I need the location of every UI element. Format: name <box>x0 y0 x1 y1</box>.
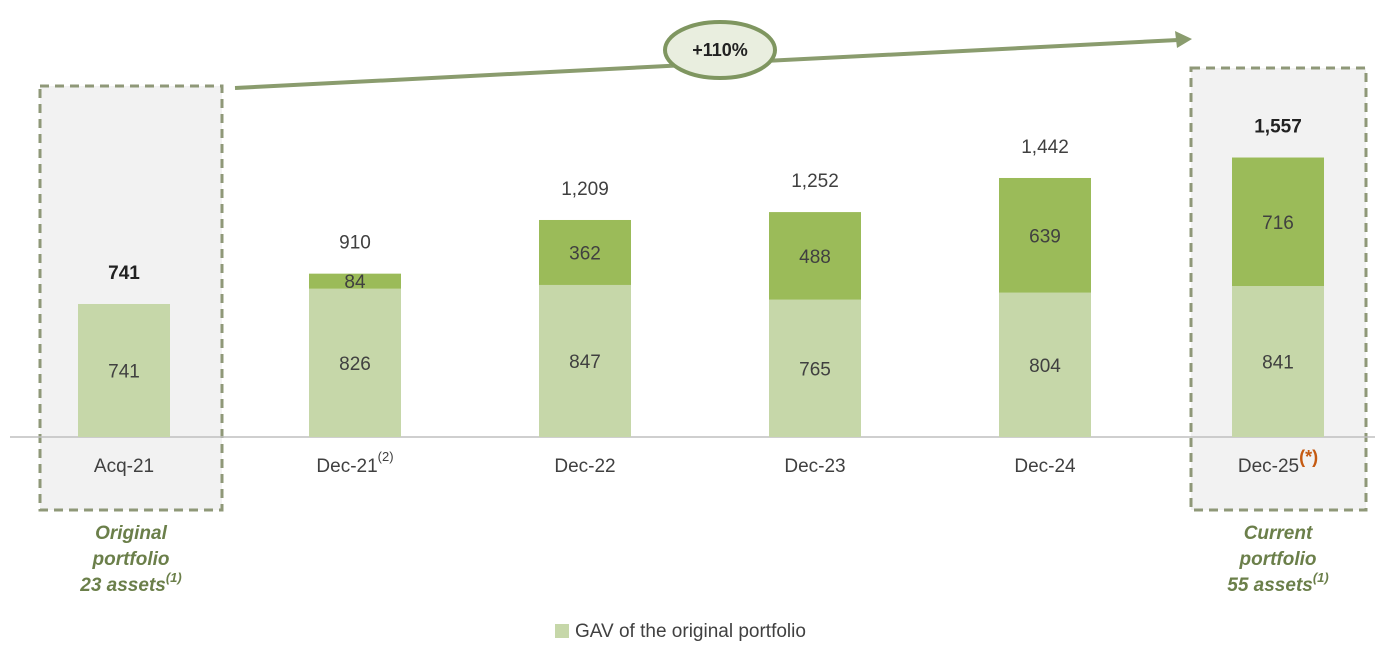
segment-label: 841 <box>1262 353 1294 374</box>
category-note: (*) <box>1299 447 1318 467</box>
bar-segment <box>769 212 861 300</box>
callout-note: (1) <box>166 570 182 585</box>
x-tick-label: Dec-25(*) <box>1238 447 1318 477</box>
total-label: 910 <box>339 233 371 254</box>
bar-segment <box>309 288 401 437</box>
bar-segment <box>1232 286 1324 437</box>
category: Dec-23 <box>784 456 845 477</box>
category: Dec-22 <box>554 456 615 477</box>
growth-label: +110% <box>692 40 748 60</box>
category: Dec-24 <box>1014 456 1076 477</box>
category: Dec-25 <box>1238 456 1299 477</box>
category: Acq-21 <box>94 456 154 477</box>
category: Dec-21 <box>316 456 377 477</box>
arrow-head <box>1175 31 1192 48</box>
bar-segment <box>539 284 631 437</box>
segment-label: 716 <box>1262 213 1294 234</box>
segment-label: 639 <box>1029 226 1061 247</box>
x-tick-label: Dec-22 <box>554 456 615 477</box>
x-tick-label: Dec-23 <box>784 456 845 477</box>
category-note: (2) <box>378 449 394 464</box>
segment-label: 362 <box>569 243 601 264</box>
callout-text: 55 assets <box>1227 575 1313 596</box>
callout-line: portfolio <box>1238 549 1316 570</box>
bar-segment <box>769 299 861 437</box>
callout-line: portfolio <box>91 549 169 570</box>
bar-segment <box>309 273 401 289</box>
segment-label: 847 <box>569 352 601 373</box>
total-label: 1,252 <box>791 171 839 192</box>
original-box <box>38 84 224 512</box>
callout-text: portfolio <box>1238 549 1316 570</box>
x-tick-label: Dec-21(2) <box>316 449 393 477</box>
callout-text: Current <box>1244 523 1313 544</box>
callout-text: portfolio <box>91 549 169 570</box>
x-tick-label: Dec-24 <box>1014 456 1076 477</box>
segment-label: 765 <box>799 359 831 380</box>
total-label: 1,557 <box>1254 117 1302 138</box>
total-label: 741 <box>108 263 140 284</box>
legend-swatch <box>555 624 569 638</box>
callout-note: (1) <box>1313 570 1329 585</box>
segment-label: 804 <box>1029 356 1061 377</box>
segment-label: 826 <box>339 354 371 375</box>
callout-line: 55 assets(1) <box>1227 570 1328 596</box>
segment-label: 84 <box>344 272 366 293</box>
bar-segment <box>999 292 1091 437</box>
callout-text: 23 assets <box>79 575 166 596</box>
callout-line: Original <box>95 523 168 544</box>
total-label: 1,442 <box>1021 137 1069 158</box>
bar-segment <box>78 303 170 437</box>
segment-label: 488 <box>799 247 831 268</box>
total-label: 1,209 <box>561 179 609 200</box>
callout-line: 23 assets(1) <box>79 570 181 596</box>
bar-segment <box>999 177 1091 293</box>
legend-label: GAV of the original portfolio <box>575 621 806 642</box>
bar-segment <box>1232 157 1324 287</box>
bar-segment <box>539 219 631 285</box>
callout-text: Original <box>95 523 168 544</box>
segment-label: 741 <box>108 362 140 383</box>
x-tick-label: Acq-21 <box>94 456 154 477</box>
callout-line: Current <box>1244 523 1313 544</box>
growth-badge <box>663 20 777 80</box>
